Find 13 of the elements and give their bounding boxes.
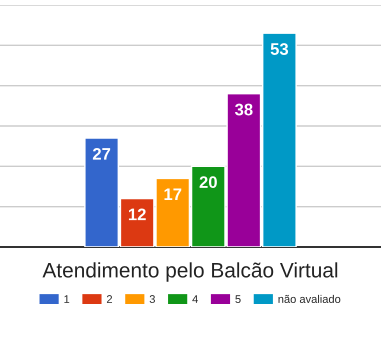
data-label: 17	[164, 188, 182, 200]
text: Atendimento pelo Balcão Virtual	[42, 262, 338, 282]
data-label: 12	[128, 208, 146, 220]
legend-label: 4	[192, 295, 198, 303]
data-label: 53	[270, 43, 288, 55]
data-label: 38	[234, 104, 253, 116]
legend-label: não avaliado	[278, 294, 340, 304]
legend-label: 1	[64, 295, 70, 303]
legend-label: 5	[235, 295, 241, 304]
legend-label: 3	[150, 295, 155, 304]
legend-label: 2	[106, 295, 112, 303]
data-label: 20	[200, 176, 217, 188]
data-label: 27	[92, 148, 110, 160]
